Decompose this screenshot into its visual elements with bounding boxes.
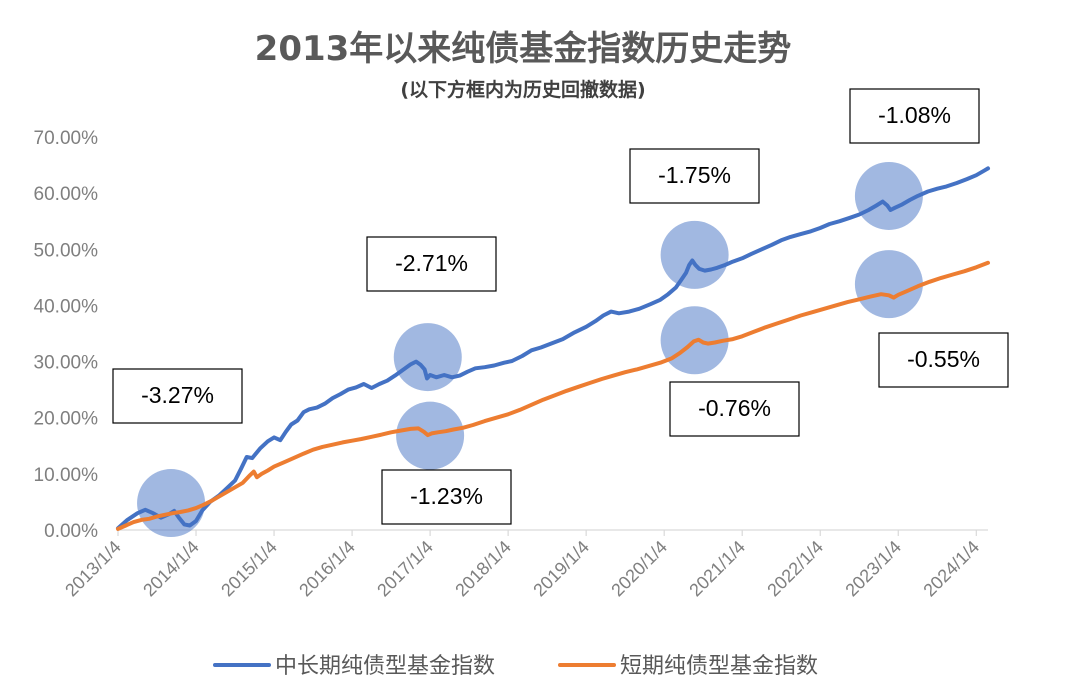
y-tick-label: 0.00% xyxy=(44,521,98,542)
drawdown-annotation: -1.23% xyxy=(381,469,512,525)
legend-label: 中长期纯债型基金指数 xyxy=(275,654,495,679)
y-axis: 0.00% 10.00% 20.00% 30.00% 40.00% 50.00% 60.00… xyxy=(34,128,99,542)
x-tick-label: 2018/1/4 xyxy=(451,537,515,601)
x-tick-label: 2023/1/4 xyxy=(841,537,905,601)
y-tick-label: 30.00% xyxy=(34,353,99,374)
annotation-label: -1.08% xyxy=(878,102,951,128)
annotation-box xyxy=(366,236,497,292)
x-tick-label: 2021/1/4 xyxy=(685,537,749,601)
drawdown-annotation: -1.75% xyxy=(629,148,760,204)
annotation-box xyxy=(112,368,243,424)
drawdown-annotation: -3.27% xyxy=(112,368,243,424)
series-line-long-term xyxy=(116,166,990,531)
x-tick-label: 2020/1/4 xyxy=(607,537,671,601)
legend-entry: 短期纯债型基金指数 xyxy=(558,654,818,679)
drawdown-annotation: -1.08% xyxy=(849,88,980,144)
annotation-box xyxy=(669,381,800,437)
annotation-box xyxy=(878,332,1009,388)
y-tick-label: 70.00% xyxy=(34,128,99,149)
x-tick-label: 2019/1/4 xyxy=(529,537,593,601)
drawdown-circle xyxy=(137,469,206,538)
y-tick-label: 20.00% xyxy=(34,409,99,430)
x-tick-label: 2014/1/4 xyxy=(139,537,203,601)
y-tick-label: 10.00% xyxy=(34,465,99,486)
x-tick-label: 2013/1/4 xyxy=(61,537,125,601)
x-tick-label: 2015/1/4 xyxy=(217,537,281,601)
legend-entry: 中长期纯债型基金指数 xyxy=(213,654,495,679)
y-tick-label: 50.00% xyxy=(34,240,99,261)
drawdown-circle xyxy=(854,161,923,230)
drawdown-annotations: -3.27% -2.71% -1.23% -1.75% -0.76% -1.08% -0.5… xyxy=(112,88,1009,525)
drawdown-annotation: -2.71% xyxy=(366,236,497,292)
drawdown-annotation: -0.55% xyxy=(878,332,1009,388)
annotation-label: -0.76% xyxy=(698,395,771,421)
y-tick-label: 40.00% xyxy=(34,296,99,317)
annotation-box xyxy=(381,469,512,525)
x-axis: 2013/1/4 2014/1/4 2015/1/4 2016/1/4 2017/1/4… xyxy=(61,529,988,601)
chart-title: 2013年以来纯债基金指数历史走势 xyxy=(255,29,792,69)
legend: 中长期纯债型基金指数 短期纯债型基金指数 xyxy=(213,654,818,679)
annotation-label: -2.71% xyxy=(395,250,468,276)
x-tick-label: 2022/1/4 xyxy=(763,537,827,601)
drawdown-circle xyxy=(854,250,923,319)
annotation-box xyxy=(629,148,760,204)
drawdown-circle xyxy=(660,220,729,289)
annotation-label: -0.55% xyxy=(907,346,980,372)
legend-label: 短期纯债型基金指数 xyxy=(620,654,818,679)
annotation-label: -3.27% xyxy=(141,382,214,408)
annotation-label: -1.23% xyxy=(410,483,483,509)
annotation-box xyxy=(849,88,980,144)
series-line-short-term xyxy=(116,260,990,531)
drawdown-annotation: -0.76% xyxy=(669,381,800,437)
x-tick-label: 2024/1/4 xyxy=(919,537,983,601)
x-tick-label: 2017/1/4 xyxy=(373,537,437,601)
drawdown-circle xyxy=(393,323,462,392)
series-lines xyxy=(116,166,990,531)
chart-subtitle: (以下方框内为历史回撤数据) xyxy=(400,78,645,101)
y-tick-label: 60.00% xyxy=(34,184,99,205)
annotation-label: -1.75% xyxy=(658,162,731,188)
x-tick-label: 2016/1/4 xyxy=(295,537,359,601)
